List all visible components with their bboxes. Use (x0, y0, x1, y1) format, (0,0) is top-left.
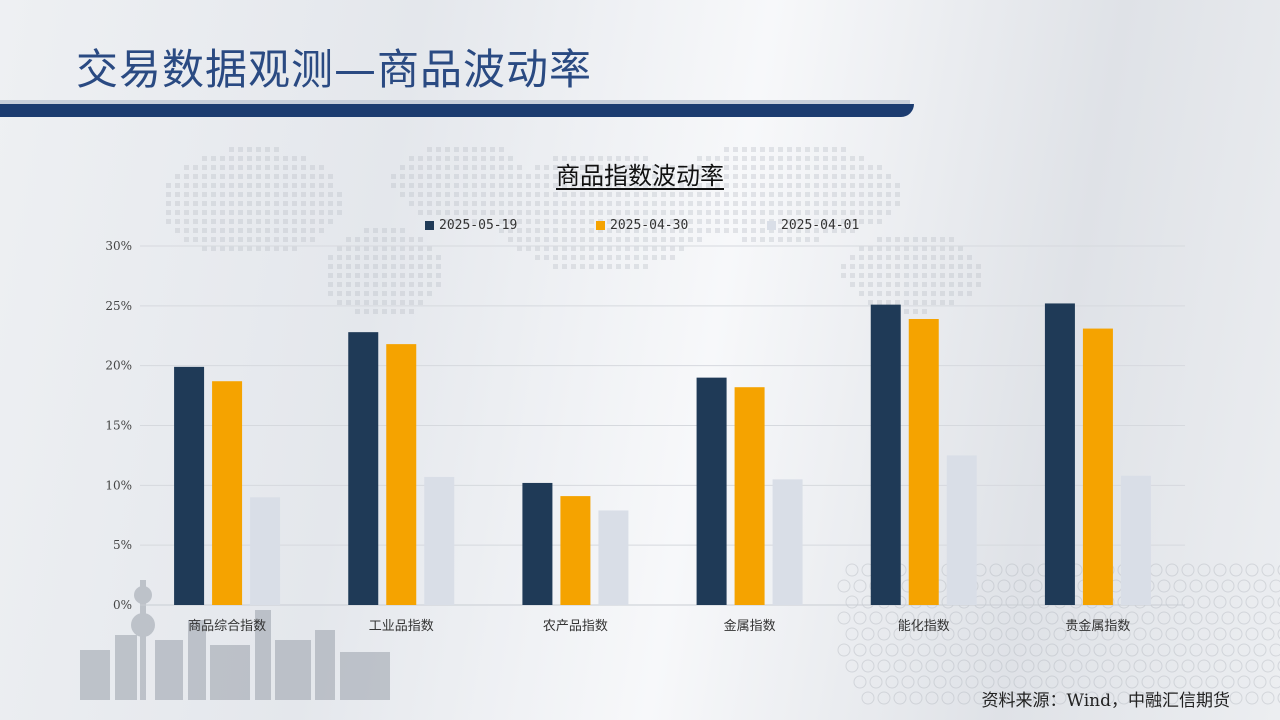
bar (386, 344, 417, 605)
bar (908, 318, 939, 605)
header-divider-bar (0, 104, 914, 117)
legend-item-series-3: 2025-04-01 (767, 218, 859, 233)
legend-label: 2025-04-01 (781, 218, 860, 233)
bar (1082, 328, 1113, 605)
y-tick-label: 20% (105, 359, 132, 373)
bar (734, 387, 765, 605)
bar (174, 366, 205, 605)
legend-swatch (425, 221, 434, 230)
world-map-dots-decoration (166, 147, 981, 314)
legend-swatch (767, 221, 776, 230)
y-tick-label: 15% (105, 419, 132, 433)
bar (424, 476, 455, 605)
bar (598, 510, 629, 605)
x-tick-label: 农产品指数 (543, 619, 608, 634)
bar (696, 377, 727, 605)
y-tick-label: 0% (113, 598, 132, 612)
y-tick-label: 25% (105, 299, 132, 313)
bar (1120, 475, 1151, 605)
bar (212, 381, 243, 605)
legend-label: 2025-04-30 (610, 218, 689, 233)
bar (348, 332, 379, 605)
bar (250, 497, 281, 605)
bar (1044, 303, 1075, 605)
chart-legend: 2025-05-19 2025-04-30 2025-04-01 (0, 218, 1280, 238)
bar (560, 496, 591, 605)
legend-item-series-1: 2025-05-19 (425, 218, 517, 233)
city-skyline-decoration (80, 580, 390, 700)
bar (870, 304, 901, 605)
y-tick-label: 30% (105, 239, 132, 253)
header-divider-light (0, 100, 910, 104)
legend-item-series-2: 2025-04-30 (596, 218, 688, 233)
slide-header: 交易数据观测—商品波动率 (0, 0, 1280, 120)
bar (772, 479, 803, 605)
x-tick-label: 工业品指数 (369, 619, 434, 634)
y-tick-label: 10% (105, 478, 132, 492)
bar (946, 455, 977, 605)
page-title: 交易数据观测—商品波动率 (76, 45, 593, 94)
chart-title: 商品指数波动率 (556, 162, 724, 190)
y-tick-label: 5% (113, 538, 132, 552)
x-tick-label: 能化指数 (898, 619, 950, 634)
x-tick-label: 商品综合指数 (188, 619, 266, 634)
source-note: 资料来源：Wind，中融汇信期货 (981, 691, 1230, 711)
legend-swatch (596, 221, 605, 230)
legend-label: 2025-05-19 (439, 218, 518, 233)
x-tick-label: 贵金属指数 (1065, 618, 1130, 634)
x-tick-label: 金属指数 (724, 618, 776, 634)
bar (522, 482, 553, 605)
